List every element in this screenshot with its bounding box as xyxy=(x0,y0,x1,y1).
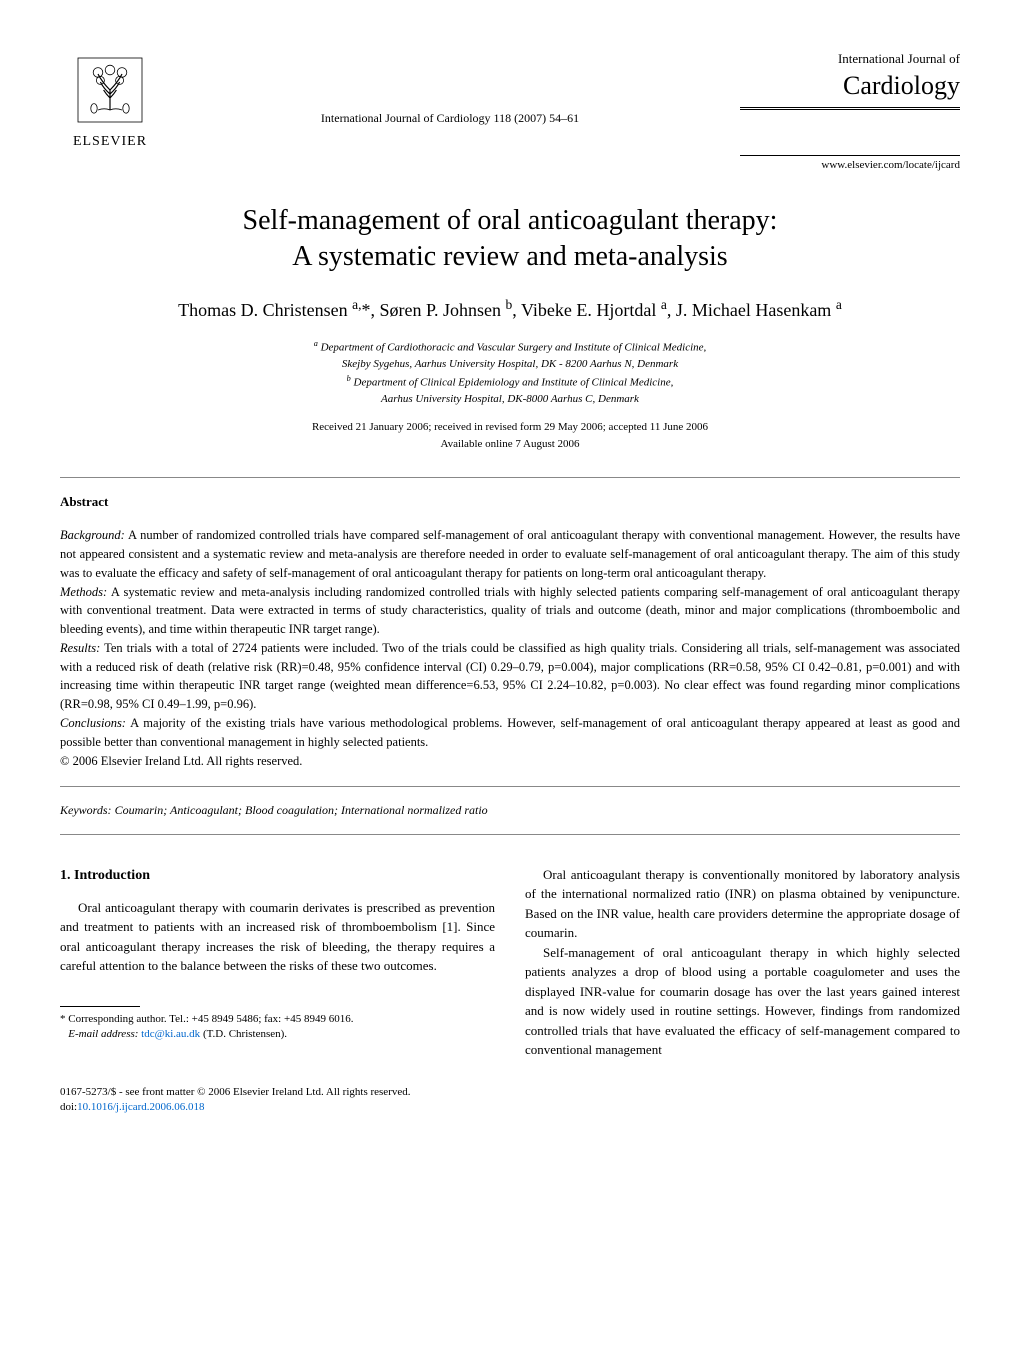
publisher-logo-block: ELSEVIER xyxy=(60,50,160,152)
footnote-corresponding: * Corresponding author. Tel.: +45 8949 5… xyxy=(60,1013,353,1025)
keywords-text: Coumarin; Anticoagulant; Blood coagulati… xyxy=(115,803,488,817)
intro-p1: Oral anticoagulant therapy with coumarin… xyxy=(60,898,495,976)
footnote-email[interactable]: tdc@ki.au.dk xyxy=(141,1028,200,1040)
abstract-results-label: Results: xyxy=(60,641,100,655)
divider xyxy=(60,477,960,478)
article-title: Self-management of oral anticoagulant th… xyxy=(60,203,960,276)
abstract-heading: Abstract xyxy=(60,493,960,511)
intro-p3: Self-management of oral anticoagulant th… xyxy=(525,943,960,1060)
authors-list: Thomas D. Christensen a,*, Søren P. John… xyxy=(60,296,960,323)
abstract-background-label: Background: xyxy=(60,528,125,542)
page-header: ELSEVIER International Journal of Cardio… xyxy=(60,50,960,173)
footnote-email-suffix: (T.D. Christensen). xyxy=(203,1028,287,1040)
journal-subtitle: International Journal of xyxy=(740,50,960,68)
footer-line2: doi:10.1016/j.ijcard.2006.06.018 xyxy=(60,1101,205,1113)
body-columns: 1. Introduction Oral anticoagulant thera… xyxy=(60,865,960,1060)
abstract-methods-label: Methods: xyxy=(60,585,107,599)
article-title-line2: A systematic review and meta-analysis xyxy=(292,241,727,272)
affiliation-b: Department of Clinical Epidemiology and … xyxy=(354,376,674,388)
corresponding-author-footnote: * Corresponding author. Tel.: +45 8949 5… xyxy=(60,1012,495,1043)
left-column: 1. Introduction Oral anticoagulant thera… xyxy=(60,865,495,1060)
abstract-conclusions-label: Conclusions: xyxy=(60,716,126,730)
divider xyxy=(60,786,960,787)
keywords: Keywords: Coumarin; Anticoagulant; Blood… xyxy=(60,802,960,819)
abstract-background: A number of randomized controlled trials… xyxy=(60,528,960,580)
dates-line2: Available online 7 August 2006 xyxy=(440,438,579,450)
dates-line1: Received 21 January 2006; received in re… xyxy=(312,421,708,433)
journal-branding: International Journal of Cardiology www.… xyxy=(740,50,960,173)
intro-p2: Oral anticoagulant therapy is convention… xyxy=(525,865,960,943)
journal-title: Cardiology xyxy=(740,68,960,109)
publisher-name: ELSEVIER xyxy=(73,132,147,152)
abstract-results: Ten trials with a total of 2724 patients… xyxy=(60,641,960,711)
abstract-conclusions: A majority of the existing trials have v… xyxy=(60,716,960,749)
introduction-heading: 1. Introduction xyxy=(60,865,495,886)
abstract-body: Background: A number of randomized contr… xyxy=(60,526,960,751)
affiliation-a2: Skejby Sygehus, Aarhus University Hospit… xyxy=(342,358,678,370)
footnote-email-label: E-mail address: xyxy=(68,1028,138,1040)
divider xyxy=(60,834,960,835)
affiliation-a: Department of Cardiothoracic and Vascula… xyxy=(321,342,707,354)
abstract-copyright: © 2006 Elsevier Ireland Ltd. All rights … xyxy=(60,753,960,771)
right-column: Oral anticoagulant therapy is convention… xyxy=(525,865,960,1060)
elsevier-tree-icon xyxy=(70,50,150,130)
article-title-line1: Self-management of oral anticoagulant th… xyxy=(243,205,778,236)
footer-line1: 0167-5273/$ - see front matter © 2006 El… xyxy=(60,1086,411,1098)
keywords-label: Keywords: xyxy=(60,803,112,817)
affiliation-b2: Aarhus University Hospital, DK-8000 Aarh… xyxy=(381,393,639,405)
abstract-methods: A systematic review and meta-analysis in… xyxy=(60,585,960,637)
article-dates: Received 21 January 2006; received in re… xyxy=(60,419,960,452)
affiliations: a Department of Cardiothoracic and Vascu… xyxy=(60,338,960,407)
journal-url: www.elsevier.com/locate/ijcard xyxy=(740,155,960,173)
page-footer: 0167-5273/$ - see front matter © 2006 El… xyxy=(60,1085,960,1116)
journal-citation: International Journal of Cardiology 118 … xyxy=(321,50,579,127)
footnote-divider xyxy=(60,1006,140,1007)
